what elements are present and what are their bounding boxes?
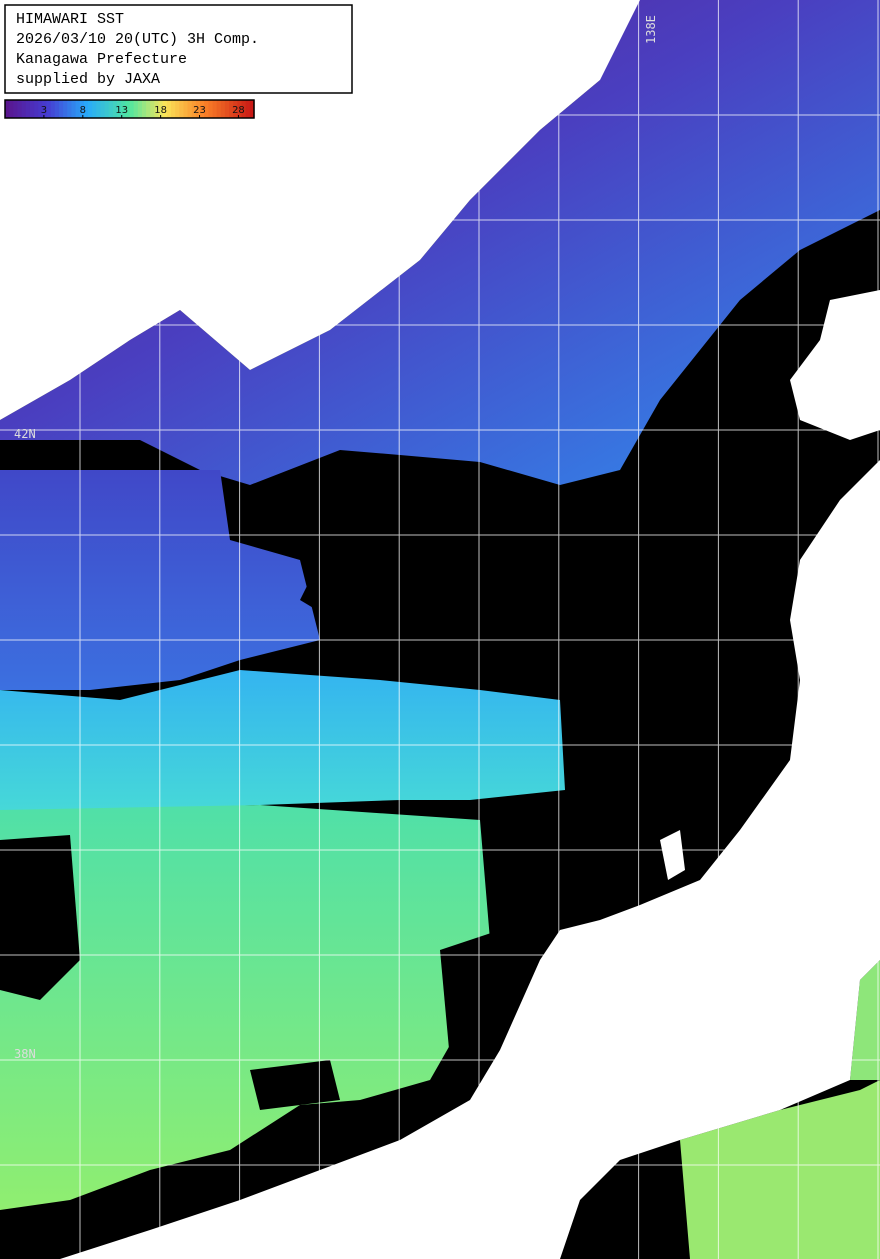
colorbar-segment [129, 100, 135, 118]
colorbar-tick-label: 18 [154, 105, 167, 116]
colorbar-segment [233, 100, 238, 118]
colorbar-segment [108, 100, 114, 118]
title-line: 2026/03/10 20(UTC) 3H Comp. [16, 31, 259, 48]
colorbar-tick-label: 8 [80, 105, 86, 116]
colorbar-segment [34, 100, 39, 118]
colorbar-segment [162, 100, 168, 118]
cloud-patch [440, 930, 500, 1060]
colorbar-segment [46, 100, 52, 118]
green-water [0, 805, 490, 1210]
colorbar-segment [100, 100, 106, 118]
colorbar-tick-label: 28 [232, 105, 245, 116]
colorbar-segment [13, 100, 19, 118]
colorbar-segment [212, 100, 218, 118]
colorbar-segment [75, 100, 81, 118]
colorbar-segment [112, 100, 118, 118]
title-line: HIMAWARI SST [16, 11, 124, 28]
colorbar-segment [25, 100, 31, 118]
lon-label: 138E [644, 15, 658, 44]
colorbar-segment [67, 100, 72, 118]
colorbar-segment [195, 100, 201, 118]
colorbar-segment [216, 100, 222, 118]
colorbar-segment [179, 100, 185, 118]
colorbar-segment [9, 100, 14, 118]
colorbar-segment [96, 100, 102, 118]
colorbar-segment [141, 100, 147, 118]
colorbar-segment [38, 100, 43, 118]
title-line: Kanagawa Prefecture [16, 51, 187, 68]
title-box [4, 4, 353, 94]
colorbar-segment [104, 100, 110, 118]
colorbar-segment [17, 100, 23, 118]
colorbar-segment [117, 100, 122, 118]
colorbar-segment [88, 100, 93, 118]
colorbar-segment [121, 100, 126, 118]
colorbar-segment [158, 100, 164, 118]
colorbar-segment [175, 100, 180, 118]
colorbar-segment [29, 100, 35, 118]
land-hokkaido [790, 290, 880, 440]
green-water [680, 1080, 880, 1259]
colorbar-segment [50, 100, 56, 118]
colorbar-segment [220, 100, 226, 118]
lat-label: 42N [14, 427, 36, 441]
colorbar-segment [229, 100, 234, 118]
colorbar-segment [21, 100, 27, 118]
colorbar-segment [191, 100, 197, 118]
colorbar-segment [166, 100, 172, 118]
colorbar-segment [150, 100, 155, 118]
land-island [165, 118, 215, 168]
colorbar-tick-label: 3 [41, 105, 47, 116]
lat-label: 38N [14, 1047, 36, 1061]
cloud-patch [0, 835, 80, 1000]
colorbar-segment [125, 100, 131, 118]
colorbar: 3 8 13 18 23 28 [4, 99, 255, 119]
colorbar-segment [54, 100, 60, 118]
colorbar-segment [137, 100, 143, 118]
colorbar-segment [79, 100, 85, 118]
colorbar-segment [237, 100, 243, 118]
colorbar-segment [146, 100, 151, 118]
colorbar-frame [4, 99, 255, 119]
colorbar-segment [208, 100, 214, 118]
green-water [850, 960, 880, 1080]
colorbar-segment [71, 100, 77, 118]
colorbar-segment [245, 100, 251, 118]
cold-water [0, 0, 880, 485]
colorbar-segment [224, 100, 230, 118]
colorbar-segment [249, 100, 255, 118]
colorbar-segment [58, 100, 64, 118]
cloud-patch [250, 1060, 340, 1110]
colorbar-tick-label: 23 [193, 105, 206, 116]
colorbar-segment [133, 100, 139, 118]
colorbar-segment [204, 100, 209, 118]
colorbar-segment [241, 100, 247, 118]
title-line: supplied by JAXA [16, 71, 160, 88]
cyan-water [0, 670, 565, 810]
colorbar-segment [154, 100, 160, 118]
colorbar-segment [42, 100, 48, 118]
land-honshu [60, 460, 880, 1259]
colorbar-segment [187, 100, 193, 118]
colorbar-segment [200, 100, 205, 118]
colorbar-segment [183, 100, 189, 118]
colorbar-segment [63, 100, 68, 118]
colorbar-segment [5, 100, 10, 118]
colorbar-segment [171, 100, 176, 118]
colorbar-segment [92, 100, 97, 118]
colorbar-tick-label: 13 [115, 105, 128, 116]
land-island [660, 830, 685, 880]
colorbar-segment [83, 100, 89, 118]
cloud-patch [300, 500, 620, 660]
